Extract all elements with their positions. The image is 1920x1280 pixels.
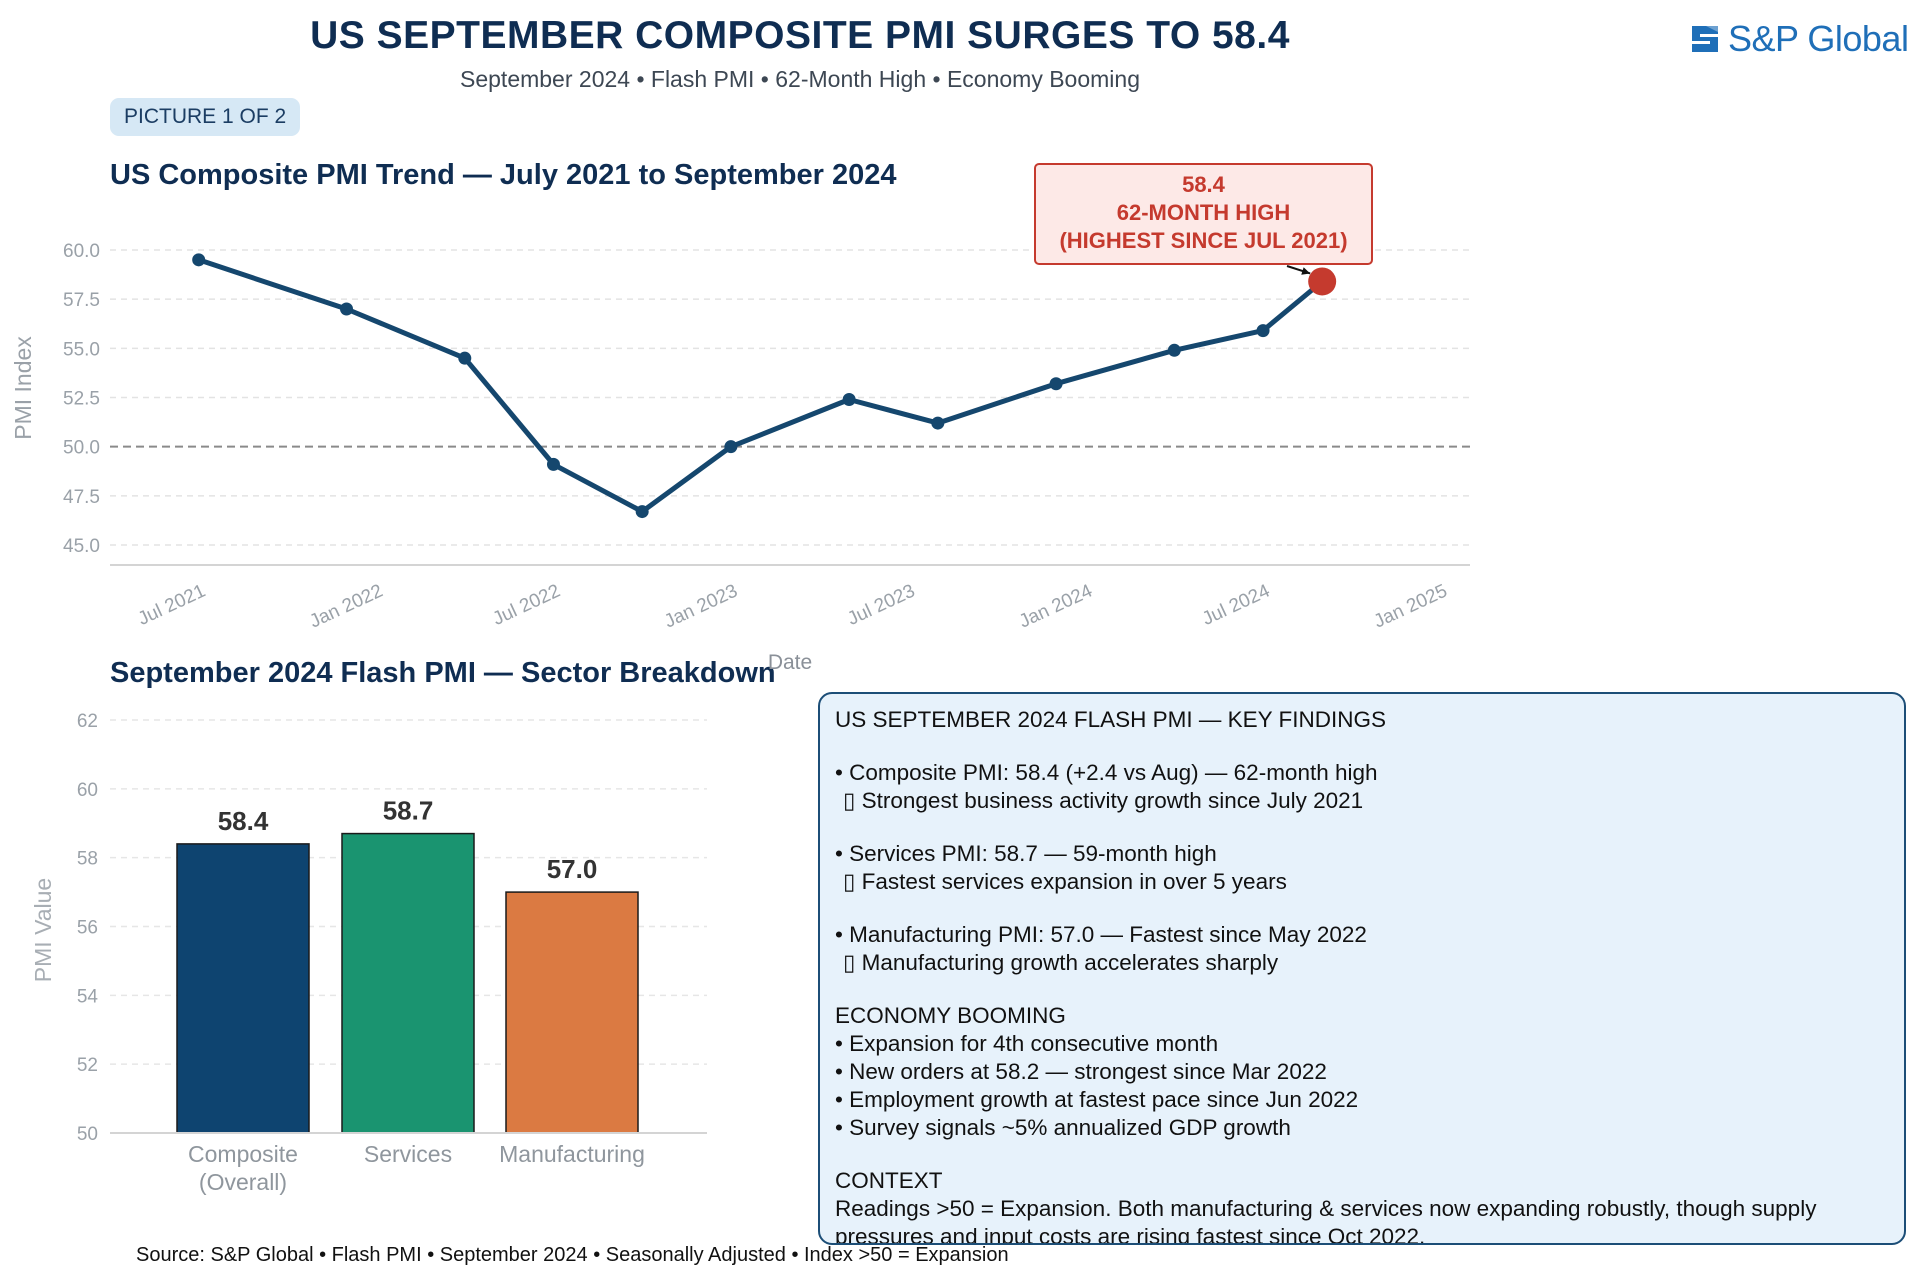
bar-chart-grid <box>110 719 707 1065</box>
line-chart-x-tick: Jul 2024 <box>1199 580 1273 630</box>
logo-text: S&P Global <box>1728 18 1909 59</box>
bar-chart-title: September 2024 Flash PMI — Sector Breakd… <box>110 657 776 689</box>
line-chart-y-ticks: 60.0 57.5 55.0 52.5 50.0 47.5 45.0 <box>63 241 100 557</box>
line-chart: 60.0 57.5 55.0 52.5 50.0 47.5 45.0 Jul 2021 Jan… <box>10 163 1470 674</box>
booming-item: • Expansion for 4th consecutive month <box>835 1031 1219 1056</box>
line-chart-y-tick: 45.0 <box>63 536 100 557</box>
bar-value-label: 58.4 <box>218 806 269 836</box>
line-chart-point <box>931 416 945 430</box>
line-chart-points <box>192 253 1337 519</box>
key-findings-panel: US SEPTEMBER 2024 FLASH PMI — KEY FINDIN… <box>818 692 1906 1245</box>
peak-annotation-box <box>1034 163 1373 265</box>
bar-category-label: Composite <box>188 1141 298 1167</box>
composite-pmi-line <box>197 257 1324 515</box>
peak-annotation: 58.4 62-MONTH HIGH (HIGHEST SINCE JUL 20… <box>1034 163 1373 275</box>
peak-annotation-arrowhead <box>1301 267 1311 275</box>
bar-chart-y-tick: 62 <box>77 711 98 732</box>
line-chart-x-tick: Jan 2024 <box>1016 580 1096 632</box>
line-chart-y-tick: 52.5 <box>63 389 100 410</box>
bar-chart-bars <box>176 832 639 1134</box>
line-chart-x-tick: Jan 2022 <box>306 580 386 632</box>
line-chart-title: US Composite PMI Trend — July 2021 to Se… <box>110 159 897 191</box>
line-chart-point <box>340 302 354 316</box>
peak-annotation-label: 62-MONTH HIGH <box>1117 200 1291 225</box>
bar-composite <box>176 843 310 1134</box>
bar-chart-y-label: PMI Value <box>30 878 56 982</box>
line-chart-point <box>1256 324 1270 338</box>
bar-category-label: Manufacturing <box>499 1141 645 1167</box>
line-chart-point <box>842 392 856 406</box>
context-text: Readings >50 = Expansion. Both manufactu… <box>835 1196 1817 1245</box>
sp-global-logo: S&P Global <box>1688 14 1910 64</box>
booming-item: • New orders at 58.2 — strongest since M… <box>835 1059 1327 1084</box>
finding-services-detail: ▯ Fastest services expansion in over 5 y… <box>843 869 1287 894</box>
findings-heading: US SEPTEMBER 2024 FLASH PMI — KEY FINDIN… <box>835 707 1386 732</box>
sp-global-logo-icon <box>1692 26 1718 52</box>
bar-chart-y-tick: 54 <box>77 986 99 1007</box>
line-chart-point <box>1049 377 1063 391</box>
line-chart-y-tick: 57.5 <box>63 290 100 311</box>
line-chart-x-tick: Jan 2025 <box>1371 580 1451 632</box>
bar-chart-y-tick: 50 <box>77 1124 98 1145</box>
line-chart-point <box>1167 343 1181 357</box>
bar-value-label: 57.0 <box>547 854 598 884</box>
booming-item: • Survey signals ~5% annualized GDP grow… <box>835 1115 1291 1140</box>
line-chart-y-tick: 50.0 <box>63 438 100 459</box>
line-chart-x-tick: Jul 2022 <box>490 580 564 629</box>
bar-chart-categories: Composite(Overall) Services Manufacturing <box>188 1141 645 1195</box>
line-chart-x-tick: Jul 2023 <box>844 580 918 629</box>
finding-composite: • Composite PMI: 58.4 (+2.4 vs Aug) — 62… <box>835 760 1378 785</box>
booming-heading: ECONOMY BOOMING <box>835 1003 1066 1028</box>
bar-value-label: 58.7 <box>383 796 434 826</box>
source-note: Source: S&P Global • Flash PMI • Septemb… <box>136 1244 1009 1266</box>
finding-manufacturing: • Manufacturing PMI: 57.0 — Fastest sinc… <box>835 922 1367 947</box>
line-chart-point <box>546 457 560 471</box>
line-chart-y-tick: 55.0 <box>63 339 100 360</box>
line-chart-y-label: PMI Index <box>10 336 36 440</box>
bar-chart-y-tick: 56 <box>77 918 98 939</box>
finding-composite-detail: ▯ Strongest business activity growth sin… <box>843 788 1364 813</box>
peak-annotation-detail: (HIGHEST SINCE JUL 2021) <box>1059 228 1347 253</box>
line-chart-x-tick: Jul 2021 <box>135 580 209 629</box>
bar-chart-y-ticks: 62 60 58 56 54 52 50 <box>77 711 99 1145</box>
bar-chart-value-labels: 58.4 58.7 57.0 <box>218 796 598 885</box>
bar-chart-y-tick: 52 <box>77 1055 98 1076</box>
line-chart-point <box>635 505 649 519</box>
booming-item: • Employment growth at fastest pace sinc… <box>835 1087 1359 1112</box>
peak-annotation-value: 58.4 <box>1182 172 1226 197</box>
line-chart-x-tick: Jan 2023 <box>661 580 741 632</box>
bar-manufacturing <box>505 891 639 1134</box>
bar-category-label: (Overall) <box>199 1169 287 1195</box>
bar-chart-y-tick: 60 <box>77 780 98 801</box>
line-chart-point <box>458 351 472 365</box>
line-chart-point <box>192 253 206 267</box>
line-chart-point <box>724 440 738 454</box>
bar-chart-y-tick: 58 <box>77 849 98 870</box>
line-chart-y-tick: 60.0 <box>63 241 100 262</box>
line-chart-x-label: Date <box>768 651 812 674</box>
bar-category-label: Services <box>364 1141 452 1167</box>
finding-manufacturing-detail: ▯ Manufacturing growth accelerates sharp… <box>843 950 1279 975</box>
page-title: US SEPTEMBER COMPOSITE PMI SURGES TO 58.… <box>310 14 1290 57</box>
finding-services: • Services PMI: 58.7 — 59-month high <box>835 841 1217 866</box>
line-chart-y-tick: 47.5 <box>63 487 100 508</box>
picture-badge: PICTURE 1 OF 2 <box>110 98 301 136</box>
line-chart-grid <box>110 249 1470 546</box>
line-chart-x-ticks: Jul 2021 Jan 2022 Jul 2022 Jan 2023 Jul 2023… <box>135 580 1451 632</box>
bar-services <box>341 832 475 1134</box>
peak-point <box>1308 267 1337 296</box>
page-subtitle: September 2024 • Flash PMI • 62-Month Hi… <box>460 66 1140 92</box>
context-heading: CONTEXT <box>835 1168 943 1193</box>
